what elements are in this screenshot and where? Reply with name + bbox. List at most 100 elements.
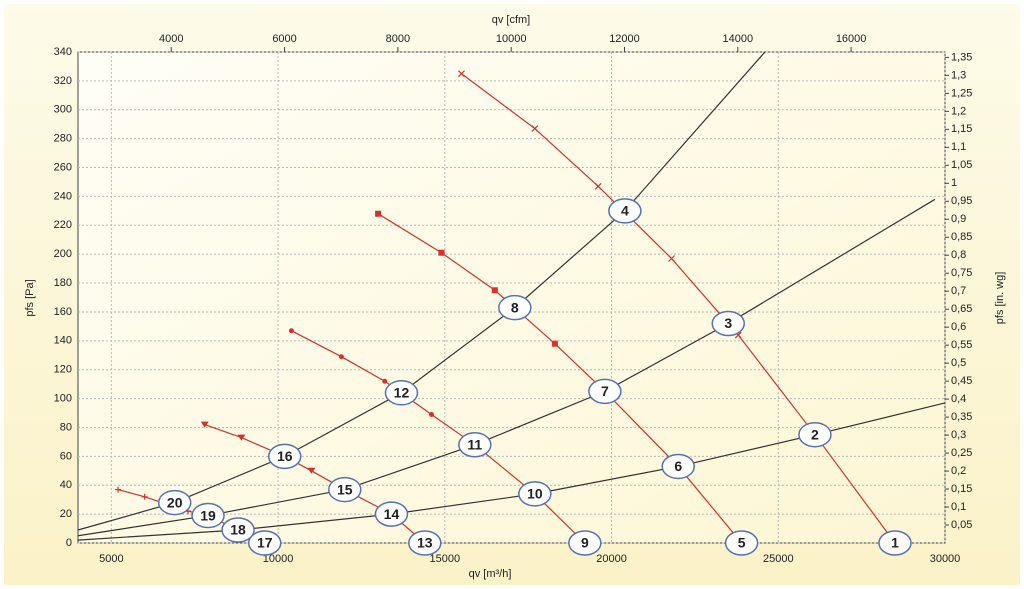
operating-point-label: 19 — [200, 507, 216, 523]
marker — [428, 411, 434, 417]
operating-point-label: 17 — [257, 535, 273, 551]
operating-point-label: 2 — [811, 426, 819, 442]
y2-tick-label: 0,9 — [951, 213, 966, 225]
x-tick-label: 20000 — [596, 553, 627, 565]
y-axis-title: pfs [Pa] — [24, 279, 36, 316]
y2-tick-label: 0,7 — [951, 285, 966, 297]
x2-axis-title: qv [cfm] — [492, 14, 531, 26]
y2-tick-label: 1,05 — [951, 159, 972, 171]
marker — [141, 493, 148, 500]
y-tick-label: 280 — [54, 133, 72, 145]
operating-point-label: 13 — [417, 535, 433, 551]
x2-tick-label: 6000 — [272, 33, 296, 45]
y-tick-label: 80 — [60, 421, 72, 433]
operating-point-label: 9 — [581, 535, 589, 551]
marker — [531, 125, 539, 132]
x-tick-label: 15000 — [430, 553, 461, 565]
operating-point — [221, 517, 255, 543]
x-axis-title: qv [m³/h] — [469, 568, 512, 580]
y2-tick-label: 0,35 — [951, 411, 972, 423]
y2-tick-label: 0,05 — [951, 519, 972, 531]
y-tick-label: 20 — [60, 508, 72, 520]
marker — [200, 421, 209, 428]
marker — [491, 287, 498, 294]
y-tick-label: 340 — [54, 46, 72, 58]
y-tick-label: 300 — [54, 104, 72, 116]
marker — [338, 354, 344, 360]
marker — [594, 182, 602, 190]
operating-point-label: 1 — [891, 535, 899, 551]
operating-point — [384, 380, 419, 406]
marker — [288, 328, 294, 334]
y2-tick-label: 1,3 — [951, 69, 966, 81]
y2-tick-label: 0,45 — [951, 375, 972, 387]
y2-tick-label: 0,4 — [951, 393, 966, 405]
y-tick-label: 140 — [54, 335, 72, 347]
marker — [375, 210, 382, 217]
x2-tick-label: 8000 — [386, 33, 410, 45]
marker — [115, 486, 122, 493]
operating-point — [408, 530, 442, 556]
y-tick-label: 240 — [54, 190, 72, 202]
y2-tick-label: 1,1 — [951, 141, 966, 153]
y2-axis-title: pfs [in. wg] — [994, 272, 1006, 325]
x2-tick-label: 14000 — [723, 33, 754, 45]
operating-point — [267, 443, 302, 470]
operating-point — [661, 453, 695, 480]
operating-point — [247, 530, 282, 556]
y-tick-label: 260 — [54, 161, 72, 173]
operating-point — [878, 530, 912, 556]
y-tick-label: 320 — [54, 75, 72, 87]
x2-tick-label: 12000 — [609, 33, 640, 45]
y2-tick-label: 1,15 — [951, 123, 972, 135]
marker — [307, 467, 316, 474]
operating-point — [328, 476, 362, 503]
operating-point — [374, 501, 409, 527]
operating-point — [191, 502, 225, 529]
operating-point-label: 10 — [527, 486, 543, 502]
y2-tick-label: 0,25 — [951, 447, 972, 459]
x-tick-label: 10000 — [263, 553, 294, 565]
y2-tick-label: 0,95 — [951, 195, 972, 207]
y-tick-label: 120 — [54, 364, 72, 376]
x-tick-label: 25000 — [763, 553, 794, 565]
x2-tick-label: 10000 — [496, 33, 527, 45]
operating-point — [724, 530, 759, 556]
operating-point-label: 8 — [511, 299, 519, 315]
operating-point-label: 11 — [467, 437, 482, 453]
y2-tick-label: 0,55 — [951, 339, 972, 351]
y-tick-label: 220 — [54, 219, 72, 231]
y2-tick-label: 0,2 — [951, 465, 966, 477]
marker — [551, 340, 558, 347]
y-tick-label: 180 — [54, 277, 72, 289]
x2-tick-label: 16000 — [836, 33, 867, 45]
y-tick-label: 0 — [66, 537, 72, 549]
x2-tick-label: 4000 — [159, 33, 183, 45]
y2-tick-label: 0,65 — [951, 303, 972, 315]
operating-point — [498, 294, 532, 321]
y2-tick-label: 0,75 — [951, 267, 972, 279]
y2-tick-label: 0,8 — [951, 249, 966, 261]
y2-tick-label: 0,5 — [951, 357, 966, 369]
y2-tick-label: 0,1 — [951, 501, 966, 513]
y-tick-label: 40 — [60, 479, 72, 491]
operating-point-label: 6 — [674, 458, 682, 474]
marker — [668, 255, 675, 262]
operating-point-label: 15 — [337, 481, 353, 497]
marker — [438, 249, 445, 256]
y2-tick-label: 0,85 — [951, 231, 972, 243]
y-tick-label: 200 — [54, 248, 72, 260]
marker — [382, 378, 388, 384]
operating-point-label: 7 — [601, 383, 609, 399]
y-tick-label: 160 — [54, 306, 72, 318]
operating-point — [711, 310, 745, 337]
operating-point — [568, 530, 602, 556]
operating-point-label: 20 — [167, 494, 183, 510]
y-tick-label: 60 — [60, 450, 72, 462]
y2-tick-label: 0,6 — [951, 321, 966, 333]
y2-tick-label: 0,15 — [951, 483, 972, 495]
operating-point-label: 3 — [724, 315, 732, 331]
x-tick-label: 5000 — [99, 553, 123, 565]
y2-tick-label: 1,25 — [951, 87, 972, 99]
